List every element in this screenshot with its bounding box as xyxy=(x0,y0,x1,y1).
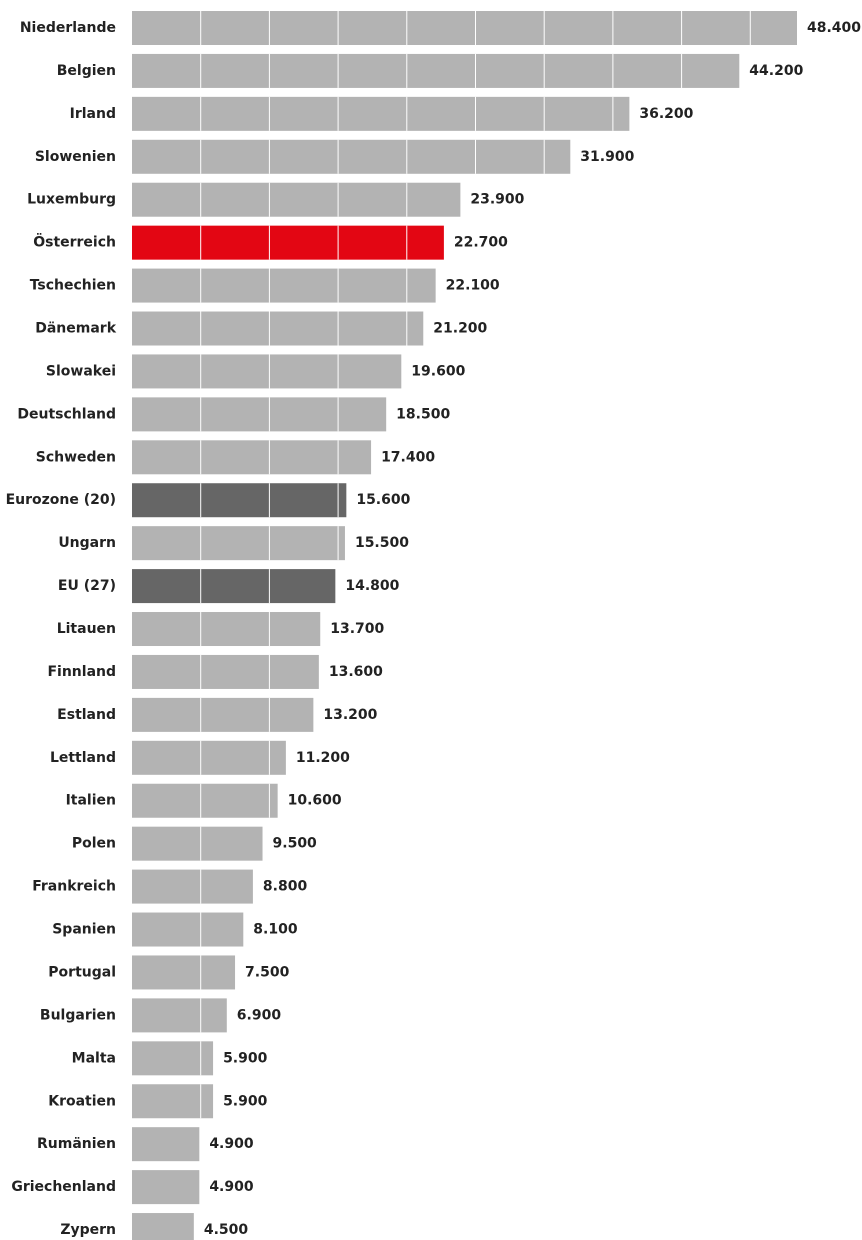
bar-estland xyxy=(132,697,314,732)
bar-eu-27 xyxy=(132,569,336,604)
category-label-eurozone-20: Eurozone (20) xyxy=(6,492,116,508)
bar-niederlande xyxy=(132,11,797,45)
bar-danemark xyxy=(132,311,424,346)
value-label-schweden: 17.400 xyxy=(381,449,435,465)
bar-polen xyxy=(132,826,263,861)
bar-rumanien xyxy=(132,1127,200,1162)
bar-lettland xyxy=(132,740,286,775)
category-label-spanien: Spanien xyxy=(52,922,116,938)
category-label-schweden: Schweden xyxy=(36,449,116,465)
bar-malta xyxy=(132,1041,214,1076)
value-label-rumanien: 4.900 xyxy=(209,1136,254,1152)
category-label-griechenland: Griechenland xyxy=(11,1179,116,1195)
value-label-irland: 36.200 xyxy=(639,106,693,122)
value-label-finnland: 13.600 xyxy=(329,664,383,680)
value-label-eurozone-20: 15.600 xyxy=(356,492,410,508)
value-label-eu-27: 14.800 xyxy=(345,578,399,594)
bar-eurozone-20 xyxy=(132,483,347,518)
category-label-rumanien: Rumänien xyxy=(37,1136,116,1152)
category-label-slowakei: Slowakei xyxy=(46,363,116,379)
bar-spanien xyxy=(132,912,244,947)
category-label-irland: Irland xyxy=(70,106,116,122)
value-label-bulgarien: 6.900 xyxy=(237,1007,282,1023)
bar-kroatien xyxy=(132,1084,214,1119)
value-label-slowakei: 19.600 xyxy=(411,363,465,379)
category-label-zypern: Zypern xyxy=(60,1222,116,1238)
value-label-ungarn: 15.500 xyxy=(355,535,409,551)
bar-luxemburg xyxy=(132,182,461,217)
category-label-ungarn: Ungarn xyxy=(58,535,116,551)
value-label-estland: 13.200 xyxy=(323,707,377,723)
category-label-estland: Estland xyxy=(57,707,116,723)
value-label-kroatien: 5.900 xyxy=(223,1093,268,1109)
value-label-polen: 9.500 xyxy=(273,836,318,852)
bar-finnland xyxy=(132,654,319,689)
category-label-deutschland: Deutschland xyxy=(17,406,116,422)
bar-schweden xyxy=(132,440,372,475)
value-label-luxemburg: 23.900 xyxy=(470,192,524,208)
value-label-frankreich: 8.800 xyxy=(263,879,308,895)
value-label-slowenien: 31.900 xyxy=(580,149,634,165)
value-label-osterreich: 22.700 xyxy=(454,235,508,251)
category-label-danemark: Dänemark xyxy=(35,321,116,337)
category-label-malta: Malta xyxy=(72,1050,116,1066)
value-label-portugal: 7.500 xyxy=(245,964,290,980)
value-label-zypern: 4.500 xyxy=(204,1222,249,1238)
category-label-niederlande: Niederlande xyxy=(20,20,116,36)
bar-frankreich xyxy=(132,869,253,904)
value-label-griechenland: 4.900 xyxy=(209,1179,254,1195)
category-label-frankreich: Frankreich xyxy=(32,879,116,895)
category-label-portugal: Portugal xyxy=(48,964,116,980)
category-label-eu-27: EU (27) xyxy=(58,578,116,594)
value-label-tschechien: 22.100 xyxy=(446,278,500,294)
bar-italien xyxy=(132,783,278,818)
category-label-osterreich: Österreich xyxy=(33,233,116,251)
value-label-belgien: 44.200 xyxy=(749,63,803,79)
value-label-danemark: 21.200 xyxy=(433,321,487,337)
bar-portugal xyxy=(132,955,236,990)
bar-zypern xyxy=(132,1213,194,1240)
category-label-luxemburg: Luxemburg xyxy=(27,192,116,208)
category-label-bulgarien: Bulgarien xyxy=(40,1007,116,1023)
bar-slowakei xyxy=(132,354,402,389)
bar-irland xyxy=(132,96,630,131)
bar-tschechien xyxy=(132,268,436,303)
category-label-lettland: Lettland xyxy=(50,750,116,766)
bar-bulgarien xyxy=(132,998,227,1033)
bar-deutschland xyxy=(132,397,387,432)
value-label-italien: 10.600 xyxy=(288,793,342,809)
value-label-deutschland: 18.500 xyxy=(396,406,450,422)
value-label-spanien: 8.100 xyxy=(253,922,298,938)
bar-griechenland xyxy=(132,1170,200,1205)
bar-litauen xyxy=(132,612,321,647)
bar-slowenien xyxy=(132,139,571,174)
value-label-niederlande: 48.400 xyxy=(807,20,861,36)
bar-osterreich xyxy=(132,225,444,260)
category-label-belgien: Belgien xyxy=(57,63,116,79)
category-label-tschechien: Tschechien xyxy=(30,278,116,294)
bar-ungarn xyxy=(132,526,345,561)
category-label-polen: Polen xyxy=(72,836,116,852)
value-label-malta: 5.900 xyxy=(223,1050,268,1066)
category-label-litauen: Litauen xyxy=(57,621,116,637)
value-label-lettland: 11.200 xyxy=(296,750,350,766)
category-label-slowenien: Slowenien xyxy=(35,149,116,165)
bar-belgien xyxy=(132,53,740,88)
category-label-italien: Italien xyxy=(66,793,116,809)
category-label-finnland: Finnland xyxy=(47,664,116,680)
category-label-kroatien: Kroatien xyxy=(48,1093,116,1109)
value-label-litauen: 13.700 xyxy=(330,621,384,637)
